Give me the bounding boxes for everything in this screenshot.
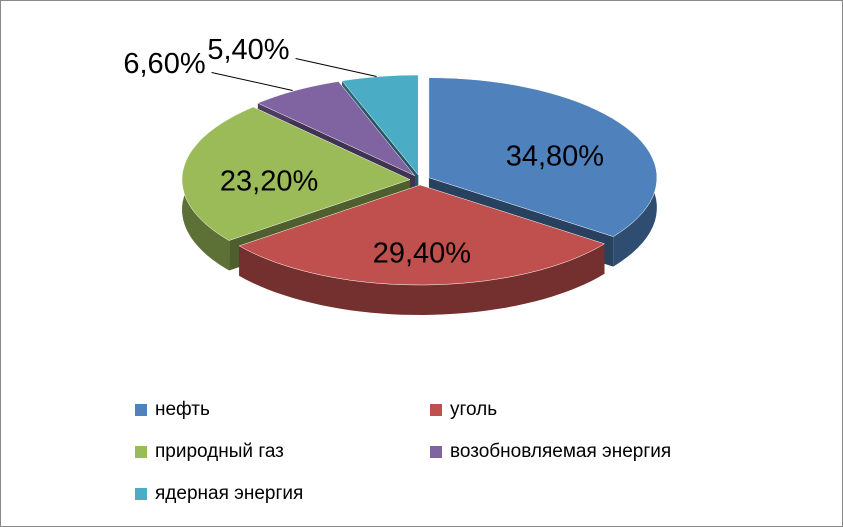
legend-label: нефть [155,399,210,420]
legend-label: возобновляемая энергия [450,441,671,462]
slice [181,106,411,241]
legend-label: ядерная энергия [155,483,303,504]
legend-swatch [430,404,442,416]
slice [257,81,415,176]
value-label: 29,40% [373,238,471,270]
legend-label: природный газ [155,441,284,462]
slice-rim [239,243,605,315]
legend-swatch [135,488,147,500]
legend-swatch [430,446,442,458]
legend-label: уголь [450,399,497,420]
slice [341,74,419,176]
slice [238,184,606,286]
leader-line [295,58,377,77]
legend-swatch [135,404,147,416]
legend-swatch [135,446,147,458]
value-label: 23,20% [220,165,318,197]
slice [428,77,658,237]
value-label: 34,80% [506,140,604,172]
value-label: 6,60% [123,48,205,80]
value-label: 5,40% [207,34,289,66]
leader-line [211,72,293,91]
